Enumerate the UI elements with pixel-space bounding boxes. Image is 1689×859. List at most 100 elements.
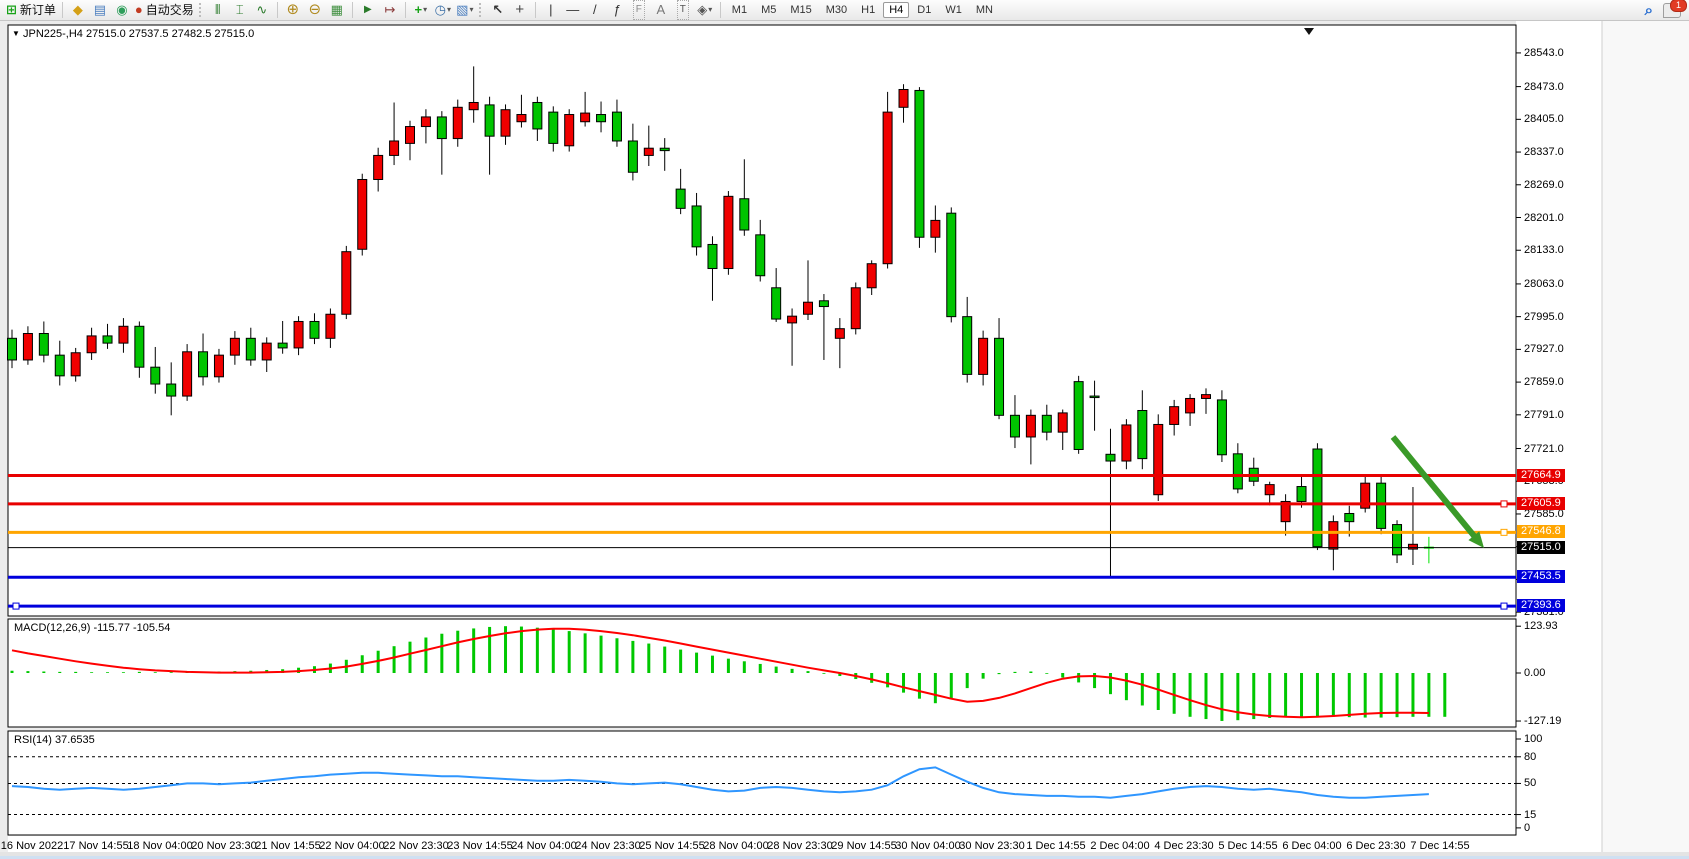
price-axis-tick: 28473.0 bbox=[1524, 81, 1564, 93]
grid-button[interactable]: F bbox=[628, 0, 650, 20]
price-axis-tick: 27721.0 bbox=[1524, 443, 1564, 455]
new-order-button[interactable]: ⊞ 新订单 bbox=[4, 1, 58, 19]
dropdown-icon: ▾ bbox=[708, 5, 713, 14]
chart-title: ▼ JPN225-,H4 27515.0 27537.5 27482.5 275… bbox=[12, 28, 254, 40]
time-axis-label: 30 Nov 04:00 bbox=[895, 840, 961, 852]
chart-bars-button[interactable]: ⦀ bbox=[207, 1, 229, 19]
zoom-out-button[interactable]: ⊖ bbox=[304, 1, 326, 19]
time-axis-label: 22 Nov 23:30 bbox=[383, 840, 449, 852]
rsi-label: RSI(14) 37.6535 bbox=[14, 734, 95, 746]
hline-handle[interactable] bbox=[12, 602, 20, 610]
time-axis-label: 28 Nov 23:30 bbox=[767, 840, 833, 852]
trend-arrow[interactable] bbox=[1390, 435, 1480, 543]
timeframe-mn[interactable]: MN bbox=[975, 4, 993, 16]
timeframe-h4[interactable]: H4 bbox=[883, 2, 910, 18]
autotrade-button[interactable]: ● 自动交易 bbox=[133, 1, 196, 19]
zoom-in-button[interactable]: ⊕ bbox=[282, 1, 304, 19]
clock-icon: ◷ bbox=[434, 2, 446, 17]
timeframe-m30[interactable]: M30 bbox=[825, 4, 848, 16]
price-line-label[interactable]: 27605.9 bbox=[1517, 497, 1565, 510]
chart-line-button[interactable]: ∿ bbox=[251, 1, 273, 19]
price-axis-tick: 28201.0 bbox=[1524, 212, 1564, 224]
dropdown-icon: ▾ bbox=[423, 5, 428, 14]
separator bbox=[276, 2, 278, 18]
time-axis-label: 6 Dec 23:30 bbox=[1346, 840, 1406, 852]
toolbar-grip bbox=[478, 3, 484, 17]
ohlc-values: 27515.0 27537.5 27482.5 27515.0 bbox=[85, 28, 255, 40]
rsi-axis-tick: 50 bbox=[1524, 777, 1537, 789]
time-axis-label: 25 Nov 14:55 bbox=[639, 840, 705, 852]
chart-shift-button[interactable]: ↦ bbox=[379, 1, 401, 19]
rsi-axis-tick: 80 bbox=[1524, 751, 1537, 763]
notifications-icon[interactable]: 1 bbox=[1663, 0, 1687, 18]
timeframe-m1[interactable]: M1 bbox=[731, 4, 748, 16]
trendline-button[interactable]: / bbox=[584, 1, 606, 19]
price-axis-tick: 28543.0 bbox=[1524, 47, 1564, 59]
text-label-button[interactable]: T bbox=[672, 0, 694, 20]
timeframe-m5[interactable]: M5 bbox=[761, 4, 777, 16]
chart-line-icon: ∿ bbox=[256, 2, 268, 17]
text-icon: A bbox=[656, 2, 666, 17]
rsi-plot bbox=[8, 756, 1516, 816]
zoom-out-icon: ⊖ bbox=[308, 1, 322, 18]
template-icon: ▧ bbox=[456, 2, 469, 17]
hline-handle[interactable] bbox=[1500, 500, 1508, 508]
hline-handle[interactable] bbox=[1500, 602, 1508, 610]
chart-candles-button[interactable]: ⌶ bbox=[229, 1, 251, 19]
cursor-button[interactable]: ↖ bbox=[487, 1, 509, 19]
time-axis-label: 20 Nov 23:30 bbox=[191, 840, 257, 852]
time-axis-label: 22 Nov 04:00 bbox=[319, 840, 385, 852]
time-axis-label: 21 Nov 14:55 bbox=[255, 840, 321, 852]
hline-icon: — bbox=[566, 2, 580, 17]
time-axis-label: 2 Dec 04:00 bbox=[1090, 840, 1150, 852]
time-axis-label: 23 Nov 14:55 bbox=[447, 840, 513, 852]
price-line-label[interactable]: 27546.8 bbox=[1517, 525, 1565, 538]
separator bbox=[351, 2, 353, 18]
autoscroll-button[interactable]: ▶ bbox=[357, 1, 379, 19]
time-axis-label: 1 Dec 14:55 bbox=[1026, 840, 1086, 852]
quotes-button[interactable]: ◆ bbox=[67, 1, 89, 19]
tile-windows-button[interactable]: ▦ bbox=[326, 1, 348, 19]
macd-axis-tick: -127.19 bbox=[1524, 715, 1562, 727]
timeframe-w1[interactable]: W1 bbox=[945, 4, 962, 16]
price-line-label[interactable]: 27664.9 bbox=[1517, 469, 1565, 482]
hline-button[interactable]: — bbox=[562, 1, 584, 19]
price-line-label[interactable]: 27453.5 bbox=[1517, 570, 1565, 583]
timeframe-d1[interactable]: D1 bbox=[917, 4, 932, 16]
price-line-label[interactable]: 27515.0 bbox=[1517, 541, 1565, 554]
timeframe-h1[interactable]: H1 bbox=[861, 4, 876, 16]
text-button[interactable]: A bbox=[650, 1, 672, 19]
time-axis-label: 29 Nov 14:55 bbox=[831, 840, 897, 852]
new-order-label: 新订单 bbox=[19, 3, 56, 17]
price-line-label[interactable]: 27393.6 bbox=[1517, 599, 1565, 612]
fibonacci-button[interactable]: ƒ bbox=[606, 1, 628, 19]
trend-arrow-head bbox=[1468, 531, 1484, 548]
main-pane bbox=[7, 24, 1517, 617]
timeframe-m15[interactable]: M15 bbox=[790, 4, 812, 16]
macd-axis-tick: 0.00 bbox=[1524, 667, 1546, 679]
dropdown-icon: ▾ bbox=[446, 5, 451, 14]
separator bbox=[61, 2, 63, 18]
fibonacci-icon: ƒ bbox=[613, 2, 621, 17]
price-axis-tick: 27995.0 bbox=[1524, 311, 1564, 323]
separator bbox=[404, 2, 406, 18]
one-click-trading-icon[interactable]: ▼ bbox=[12, 29, 20, 38]
hline-handle[interactable] bbox=[1500, 528, 1508, 536]
periods-button[interactable]: ◷ ▾ bbox=[432, 1, 454, 19]
crosshair-button[interactable]: + bbox=[509, 1, 531, 19]
time-axis-label: 6 Dec 04:00 bbox=[1282, 840, 1342, 852]
price-axis-tick: 27585.0 bbox=[1524, 508, 1564, 520]
market-watch-button[interactable]: ▤ bbox=[89, 1, 111, 19]
text-label-icon: T bbox=[676, 0, 689, 20]
search-icon[interactable]: ⌕ bbox=[1644, 1, 1653, 19]
indicators-button[interactable]: + ▾ bbox=[410, 1, 432, 19]
chart-bars-icon: ⦀ bbox=[214, 2, 221, 17]
toolbar: ⊞ 新订单 ◆ ▤ ◉ ● 自动交易 ⦀ ⌶ ∿ ⊕ ⊖ ▦ ▶ ↦ + ▾ ◷ ▾… bbox=[0, 0, 1689, 21]
autotrade-icon: ● bbox=[134, 2, 143, 17]
chart-shift-marker[interactable] bbox=[1304, 28, 1314, 35]
shapes-button[interactable]: ◈ ▾ bbox=[694, 1, 716, 19]
signal-button[interactable]: ◉ bbox=[111, 1, 133, 19]
templates-button[interactable]: ▧ ▾ bbox=[454, 1, 476, 19]
vline-button[interactable]: | bbox=[540, 1, 562, 19]
